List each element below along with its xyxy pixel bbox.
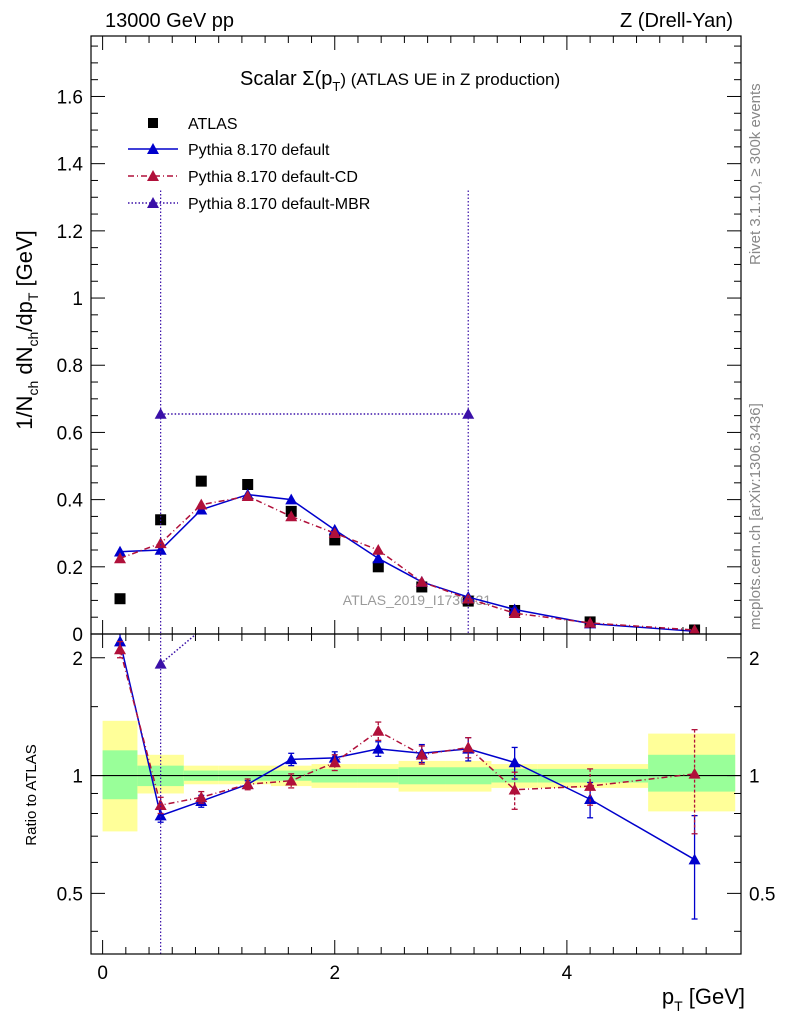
ratio-series-1-point xyxy=(584,780,597,791)
series-1-point xyxy=(154,544,167,555)
y-axis-label-ratio: Ratio to ATLAS xyxy=(23,744,40,845)
series-1-point xyxy=(285,493,298,505)
ratio-series-1-point xyxy=(508,783,521,795)
atlas-data-point xyxy=(114,593,126,605)
axes: 0 0.2 0.4 0.6 0.8 1 1.2 1.4 1.6 0.5 0.5 1 1 2 2 0 2 4 xyxy=(57,36,775,984)
series-2-point xyxy=(415,575,428,587)
y-tick-label: 1 xyxy=(72,289,83,310)
series-2-point xyxy=(154,537,167,549)
series-2-point xyxy=(508,607,521,618)
y-tick-label: 0 xyxy=(72,625,83,646)
legend-marker-atlas xyxy=(148,118,158,128)
ratio-series-0-point xyxy=(372,742,385,754)
atlas-data-point xyxy=(329,534,341,546)
legend-label-mbr: Pythia 8.170 default-MBR xyxy=(188,196,370,213)
x-axis-label: pT [GeV] xyxy=(662,984,745,1014)
y-tick-label: 0.2 xyxy=(57,558,83,579)
series-1-point xyxy=(114,545,127,557)
atlas-data-point xyxy=(372,561,384,573)
ratio-mbr-point xyxy=(154,657,167,669)
y-tick-label: 1.4 xyxy=(57,155,84,176)
header-right: Z (Drell-Yan) xyxy=(620,10,733,32)
series-2-point xyxy=(372,544,385,555)
ratio-series-1-point xyxy=(114,643,127,655)
x-tick-label: 2 xyxy=(329,963,340,984)
y-tick-label: 1.6 xyxy=(57,87,83,108)
series-2-point xyxy=(114,552,127,564)
chart-title: Scalar Σ(pT) (ATLAS UE in Z production) xyxy=(240,68,560,94)
ratio-series-0-point xyxy=(285,753,298,765)
side-label-top: Rivet 3.1.10, ≥ 300k events xyxy=(747,83,764,265)
series-3-point xyxy=(462,407,475,419)
atlas-data-point xyxy=(195,475,207,487)
series-2-point xyxy=(584,616,597,628)
ratio-series-0-point xyxy=(688,853,701,865)
ratio-series-0-point xyxy=(584,793,597,805)
legend-marker-cd xyxy=(147,170,159,181)
y-tick-label: 1.2 xyxy=(57,222,83,243)
ratio-series-1-point xyxy=(154,799,167,811)
inner-uncertainty-band xyxy=(102,750,138,800)
series-2-point xyxy=(285,510,298,522)
main-plot-marks xyxy=(114,190,701,634)
watermark: ATLAS_2019_I1736531 xyxy=(343,592,492,608)
legend: ATLAS Pythia 8.170 default Pythia 8.170 … xyxy=(128,116,370,213)
uncertainty-bands xyxy=(91,720,741,832)
ratio-series-1-point xyxy=(241,778,254,790)
series-line-2 xyxy=(119,495,695,631)
series-2-point xyxy=(462,592,475,604)
ratio-series-1-point xyxy=(328,756,341,768)
legend-label-default: Pythia 8.170 default xyxy=(188,142,330,159)
title-rest: ) (ATLAS UE in Z production) xyxy=(340,70,560,89)
ratio-tick-label-right: 1 xyxy=(749,767,760,788)
ratio-series-1-point xyxy=(285,774,298,786)
ratio-series-1-point xyxy=(195,791,208,803)
ratio-tick-label-right: 2 xyxy=(749,649,760,670)
x-tick-label: 4 xyxy=(562,963,573,984)
ratio-tick-label: 0.5 xyxy=(57,884,83,905)
ratio-tick-label-right: 0.5 xyxy=(749,884,775,905)
ratio-plot-frame xyxy=(90,633,742,955)
ratio-series-0-point xyxy=(154,809,167,821)
ratio-series-0-point xyxy=(508,756,521,768)
ratio-line-1 xyxy=(119,649,695,807)
series-2-point xyxy=(195,498,208,510)
ratio-series-1-point xyxy=(462,741,475,753)
side-label-bottom: mcplots.cern.ch [arXiv:1306.3436] xyxy=(747,403,764,630)
series-line-1 xyxy=(119,493,695,633)
x-tick-label: 0 xyxy=(97,963,108,984)
y-tick-label: 0.4 xyxy=(57,491,84,512)
legend-marker-default xyxy=(147,143,159,154)
header-left: 13000 GeV pp xyxy=(105,10,234,32)
series-2-point xyxy=(688,623,701,634)
legend-marker-mbr xyxy=(147,197,159,208)
y-tick-label: 0.6 xyxy=(57,423,83,444)
series-2-point xyxy=(328,527,341,539)
ratio-line-0 xyxy=(119,641,695,861)
legend-label-cd: Pythia 8.170 default-CD xyxy=(188,169,358,186)
ratio-series-1-point xyxy=(372,724,385,736)
atlas-data-point xyxy=(242,479,254,490)
ratio-series-1-point xyxy=(688,767,701,779)
ratio-tick-label: 1 xyxy=(72,767,83,788)
series-1-point xyxy=(372,552,385,564)
legend-label-atlas: ATLAS xyxy=(188,116,238,133)
title-sub: T xyxy=(332,79,340,94)
ratio-tick-label: 2 xyxy=(72,649,83,670)
series-2-point xyxy=(241,490,254,502)
atlas-data-point xyxy=(416,581,428,593)
ratio-series-1-point xyxy=(415,748,428,760)
y-axis-label-main: 1/Nch dNch/dpT [GeV] xyxy=(12,230,41,430)
ratio-plot-marks xyxy=(114,634,701,954)
title-main: Scalar Σ(p xyxy=(240,68,332,90)
series-3-point xyxy=(154,407,167,419)
y-tick-label: 0.8 xyxy=(57,356,83,377)
